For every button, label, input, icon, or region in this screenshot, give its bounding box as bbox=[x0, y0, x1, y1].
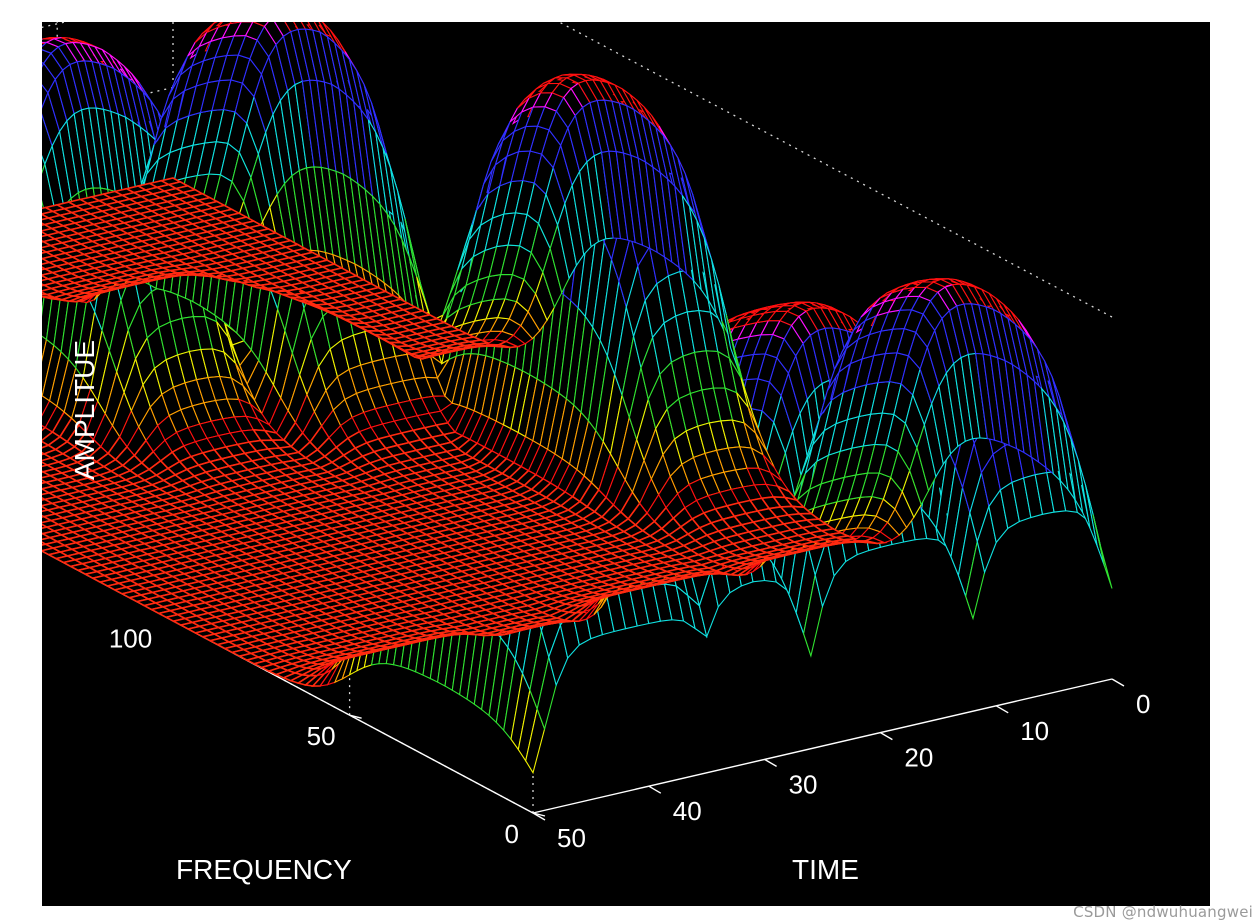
surface-mesh bbox=[42, 22, 1113, 775]
time-tick bbox=[995, 705, 1009, 714]
time-tick bbox=[532, 812, 546, 821]
surface-plot: 01020304005010015020025001020304050AMPLI… bbox=[42, 22, 1150, 885]
grid-line bbox=[557, 22, 1113, 318]
time-tick bbox=[1111, 678, 1125, 687]
time-tick bbox=[648, 785, 662, 794]
plot-area: 01020304005010015020025001020304050AMPLI… bbox=[42, 22, 1210, 906]
frequency-tick bbox=[349, 714, 362, 719]
surface-cell bbox=[42, 154, 46, 175]
time-tick bbox=[764, 758, 777, 768]
time-axis-line bbox=[532, 678, 1113, 814]
time-tick bbox=[880, 731, 893, 741]
